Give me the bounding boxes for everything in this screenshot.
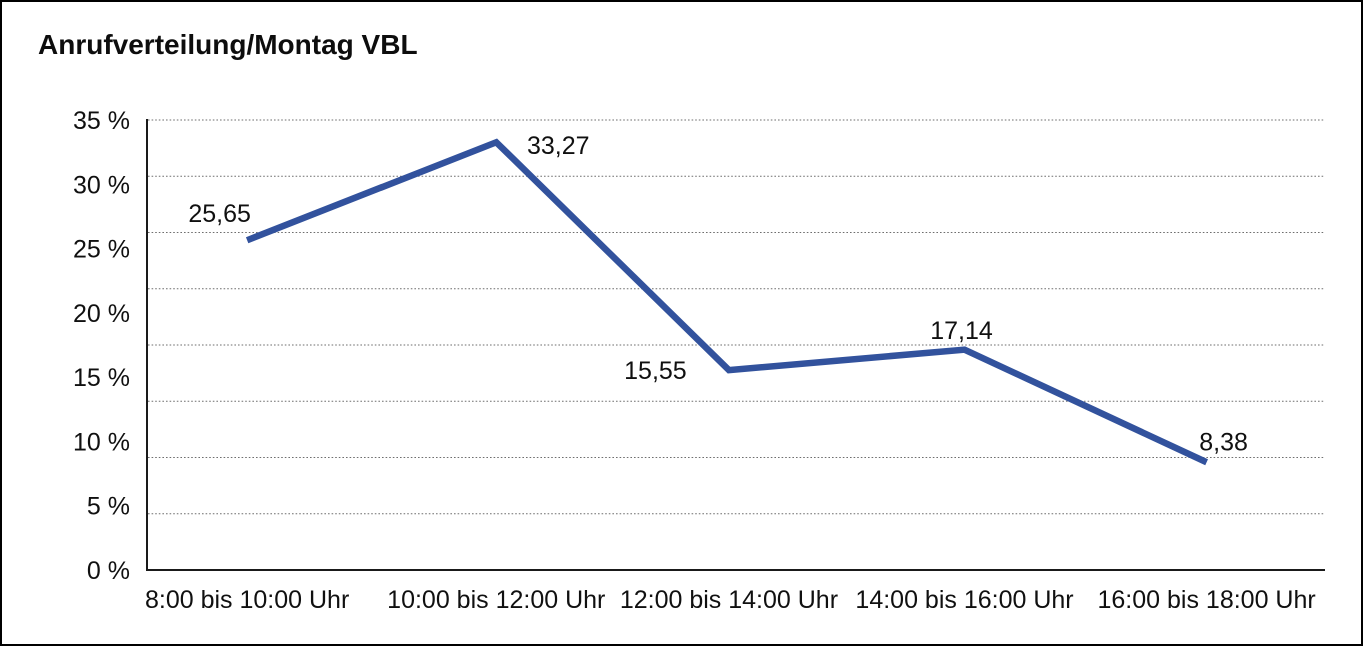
data-label: 33,27 <box>527 132 590 160</box>
series-line <box>245 138 1208 466</box>
y-tick-label: 15 % <box>73 364 130 392</box>
y-tick-label: 0 % <box>87 557 130 585</box>
y-tick-label: 25 % <box>73 236 130 264</box>
y-tick-label: 10 % <box>73 428 130 456</box>
chart-title: Anrufverteilung/Montag VBL <box>38 29 418 60</box>
x-tick-label: 8:00 bis 10:00 Uhr <box>145 586 349 614</box>
x-tick-label: 16:00 bis 18:00 Uhr <box>1098 586 1316 614</box>
y-tick-label: 20 % <box>73 300 130 328</box>
data-label: 25,65 <box>188 200 251 228</box>
y-tick-label: 5 % <box>87 493 130 521</box>
x-tick-label: 10:00 bis 12:00 Uhr <box>387 586 605 614</box>
x-tick-label: 14:00 bis 16:00 Uhr <box>855 586 1073 614</box>
x-tick-label: 12:00 bis 14:00 Uhr <box>620 586 838 614</box>
data-label: 8,38 <box>1199 428 1248 456</box>
y-tick-label: 35 % <box>73 107 130 135</box>
y-tick-label: 30 % <box>73 171 130 199</box>
data-label: 15,55 <box>624 357 687 385</box>
data-label: 17,14 <box>930 317 993 345</box>
